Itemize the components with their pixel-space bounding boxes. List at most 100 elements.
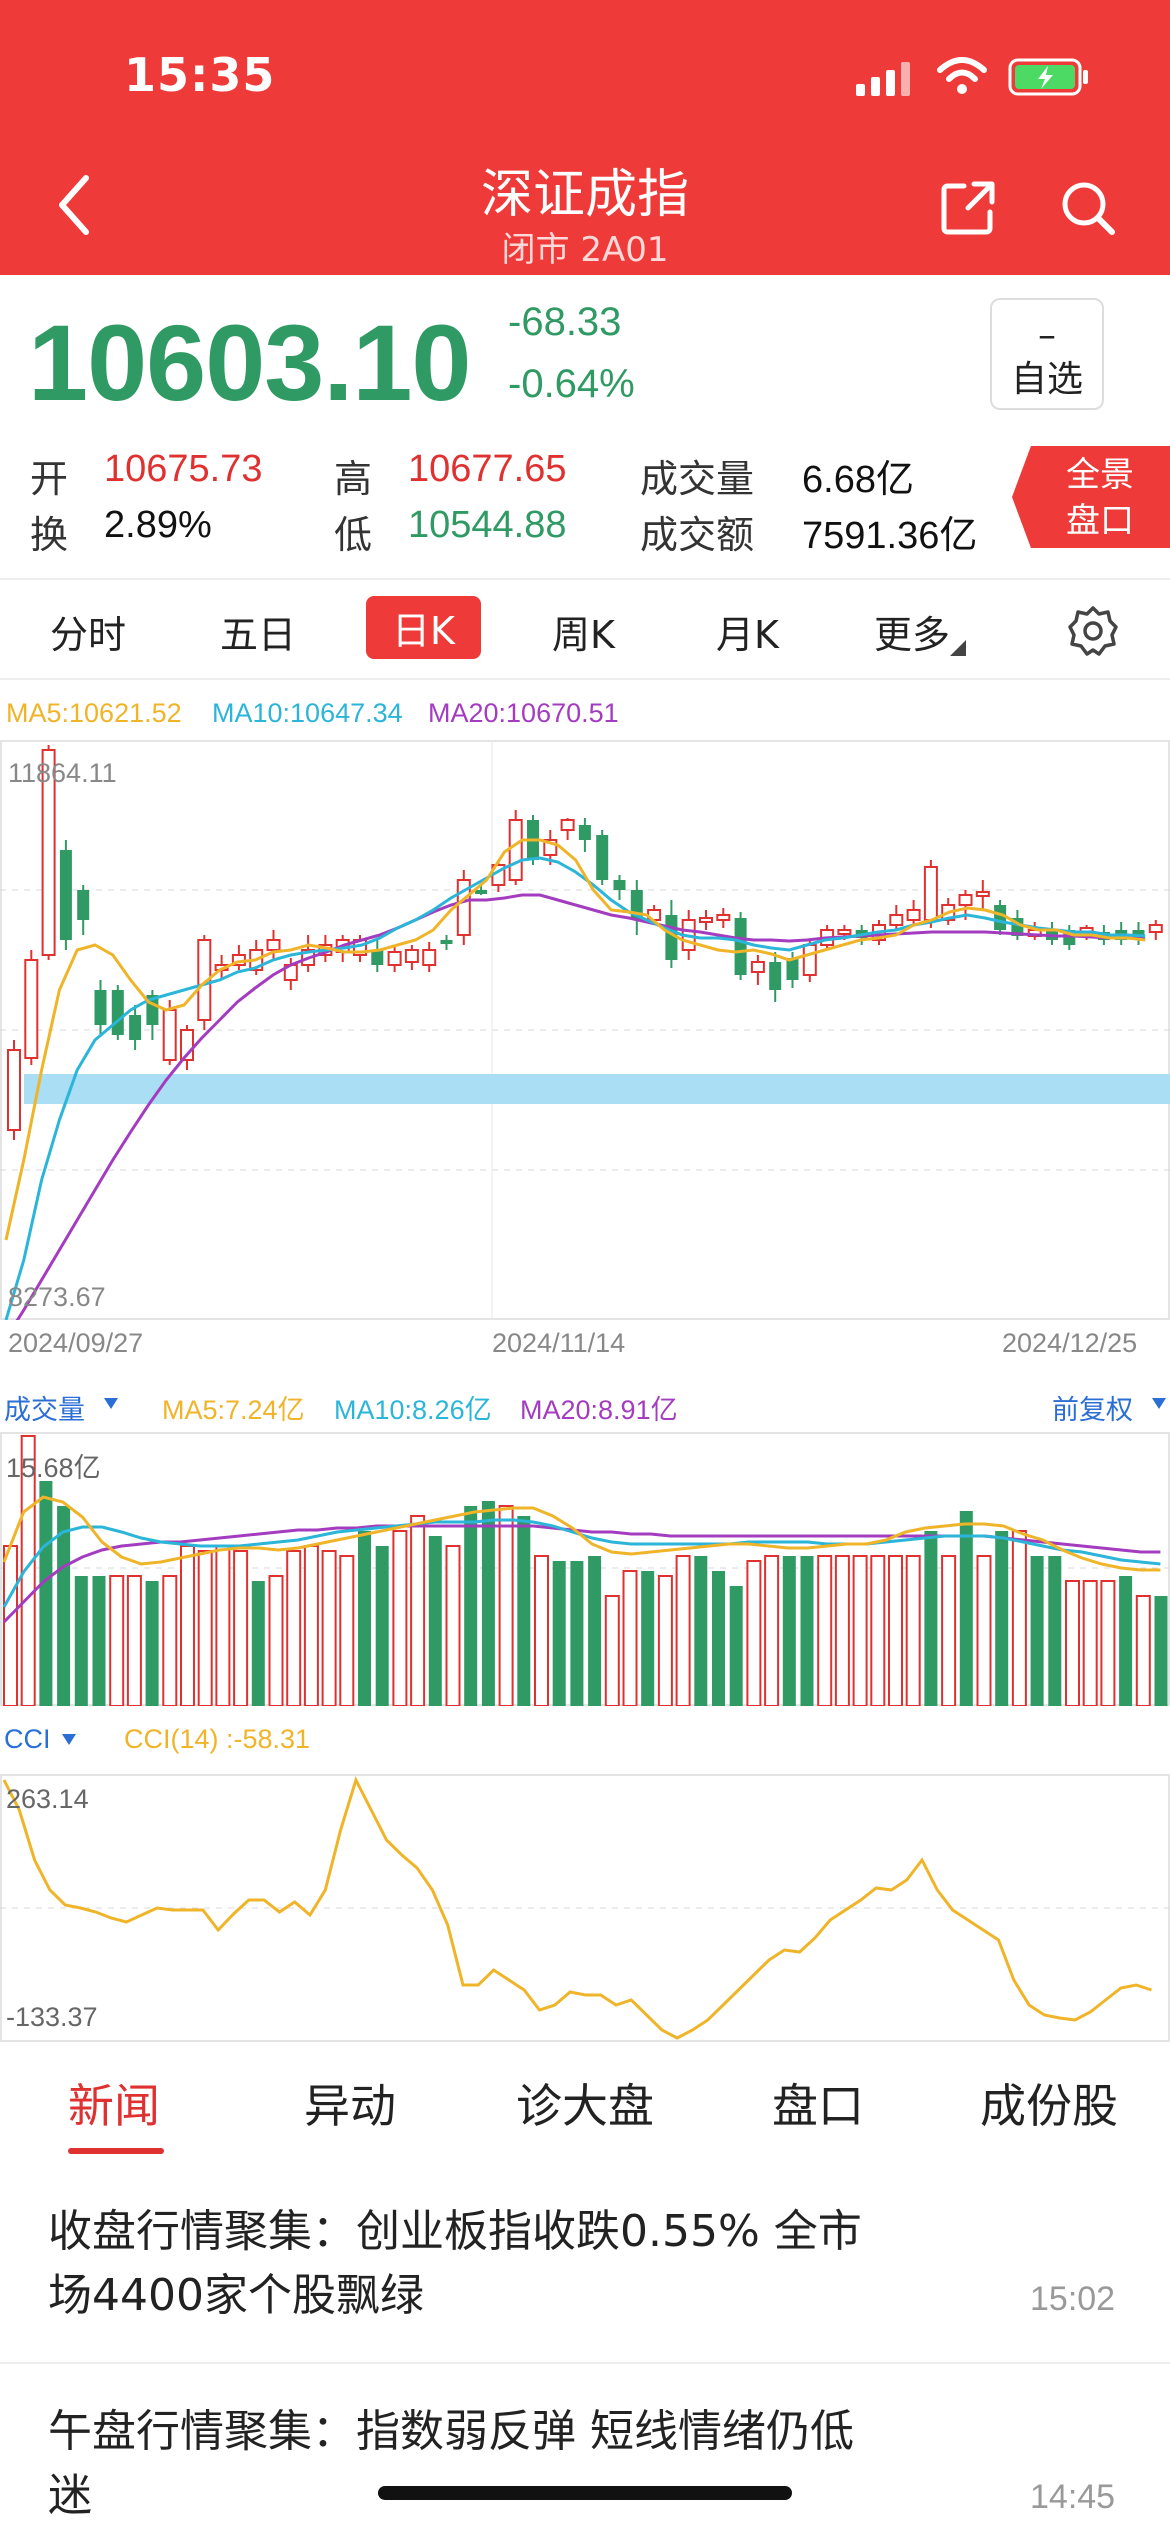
cci-min-label: -133.37 xyxy=(6,2002,98,2032)
tab-constituents[interactable]: 成份股 xyxy=(980,2079,1118,2133)
volume-chart[interactable] xyxy=(0,1432,1170,1706)
tab-daily-k[interactable]: 日K xyxy=(366,596,481,659)
volume-bar xyxy=(162,1575,178,1706)
candle xyxy=(266,939,281,951)
volume-bar xyxy=(375,1546,389,1706)
candle xyxy=(24,959,39,1059)
volume-bar xyxy=(905,1555,921,1706)
tab-more[interactable]: 更多 xyxy=(874,613,951,657)
turnover-label: 换 xyxy=(30,515,69,557)
open-value: 10675.73 xyxy=(104,448,263,490)
volume-title[interactable]: 成交量 xyxy=(4,1395,85,1425)
volume-bar xyxy=(729,1586,743,1706)
adjust-mode[interactable]: 前复权 xyxy=(1052,1395,1133,1425)
volume-bar xyxy=(588,1556,602,1706)
amount-label: 成交额 xyxy=(640,515,755,557)
candle xyxy=(994,905,1007,930)
low-label: 低 xyxy=(334,515,373,557)
volume-bar xyxy=(339,1555,355,1706)
ma20-label: MA20:10670.51 xyxy=(428,698,619,728)
vol-ma5-line xyxy=(2,1495,1161,1572)
candle xyxy=(958,894,973,906)
cci-value: CCI(14) :-58.31 xyxy=(124,1724,311,1754)
add-watchlist-button[interactable]: – 自选 xyxy=(990,298,1104,410)
news-item-title[interactable]: 收盘行情聚集：创业板指收跌0.55% 全市场4400家个股飘绿 xyxy=(48,2206,862,2321)
candle xyxy=(1148,924,1163,933)
ma10-line xyxy=(4,856,1146,1320)
cci-chart[interactable] xyxy=(0,1774,1170,2042)
date-end: 2024/12/25 xyxy=(1002,1328,1138,1358)
price-change-pct: -0.64% xyxy=(508,362,635,406)
volume-bar xyxy=(924,1531,938,1706)
tab-weekly-k[interactable]: 周K xyxy=(552,613,615,657)
volume-bar xyxy=(1048,1556,1062,1706)
cci-dropdown-icon[interactable] xyxy=(62,1734,76,1746)
candle xyxy=(59,850,72,940)
volume-bar xyxy=(410,1515,426,1706)
support-band xyxy=(24,1074,1170,1104)
panorama-line2: 盘口 xyxy=(1066,501,1134,541)
volume-bar xyxy=(657,1575,673,1706)
candle xyxy=(422,949,437,966)
volume-bar xyxy=(976,1555,992,1706)
period-tabs: 分时 五日 日K 周K 月K 更多 xyxy=(0,582,1170,678)
candlestick-chart[interactable] xyxy=(0,740,1170,1320)
volume-bar xyxy=(3,1545,18,1706)
volume-bar xyxy=(233,1550,249,1706)
volume-bar xyxy=(464,1506,478,1706)
volume-bar xyxy=(92,1576,106,1706)
wifi-icon xyxy=(937,57,987,94)
volume-value: 6.68亿 xyxy=(802,459,914,501)
tab-order-book[interactable]: 盘口 xyxy=(772,2079,864,2133)
panorama-button[interactable]: 全景 盘口 xyxy=(1012,446,1170,548)
candle xyxy=(440,940,453,944)
volume-bar xyxy=(39,1481,53,1706)
tab-news[interactable]: 新闻 xyxy=(68,2079,160,2133)
candle xyxy=(837,929,852,935)
news-item-time: 14:45 xyxy=(1030,2478,1116,2516)
vol-ma5-label: MA5:7.24亿 xyxy=(162,1395,305,1425)
candle xyxy=(613,880,626,890)
candle xyxy=(387,951,402,966)
back-arrow-icon[interactable] xyxy=(48,170,108,240)
volume-bar xyxy=(1011,1530,1027,1706)
ma5-label: MA5:10621.52 xyxy=(6,698,182,728)
volume-dropdown-icon[interactable] xyxy=(104,1398,118,1410)
watchlist-label: 自选 xyxy=(1010,359,1083,400)
adjust-dropdown-icon[interactable] xyxy=(1152,1398,1166,1410)
tab-movements[interactable]: 异动 xyxy=(304,2079,396,2133)
tab-market-diagnosis[interactable]: 诊大盘 xyxy=(516,2079,654,2133)
candle xyxy=(129,1015,142,1040)
tab-monthly-k[interactable]: 月K xyxy=(716,613,779,657)
volume-bar xyxy=(180,1545,195,1706)
tab-five-day[interactable]: 五日 xyxy=(220,613,297,657)
candle xyxy=(716,914,731,921)
volume-bar xyxy=(888,1555,903,1706)
ma20-line xyxy=(15,893,1146,1320)
turnover-value: 2.89% xyxy=(104,504,212,546)
share-icon[interactable] xyxy=(938,178,998,238)
news-item-time: 15:02 xyxy=(1030,2280,1116,2318)
settings-gear-icon[interactable] xyxy=(1066,604,1120,658)
search-icon[interactable] xyxy=(1058,178,1118,238)
candle xyxy=(560,819,575,831)
volume-bars-group xyxy=(3,1435,1168,1706)
amount-value: 7591.36亿 xyxy=(802,515,978,557)
volume-bar xyxy=(1100,1580,1116,1706)
low-value: 10544.88 xyxy=(408,504,567,546)
candle xyxy=(699,917,713,923)
candle xyxy=(111,990,124,1035)
tab-intraday[interactable]: 分时 xyxy=(50,613,127,657)
more-triangle-icon xyxy=(950,640,966,656)
chart-frame xyxy=(0,1774,1170,2042)
open-label: 开 xyxy=(30,459,69,501)
news-item-title[interactable]: 午盘行情聚集：指数弱反弹 短线情绪仍低迷 xyxy=(48,2406,854,2521)
volume-bar xyxy=(870,1555,886,1706)
candle xyxy=(404,949,419,963)
ma10-label: MA10:10647.34 xyxy=(212,698,403,728)
cci-title[interactable]: CCI xyxy=(4,1724,51,1754)
volume-bar xyxy=(126,1575,142,1706)
chart-frame xyxy=(0,1432,1170,1706)
volume-bar xyxy=(570,1561,584,1706)
volume-bar xyxy=(197,1550,213,1706)
